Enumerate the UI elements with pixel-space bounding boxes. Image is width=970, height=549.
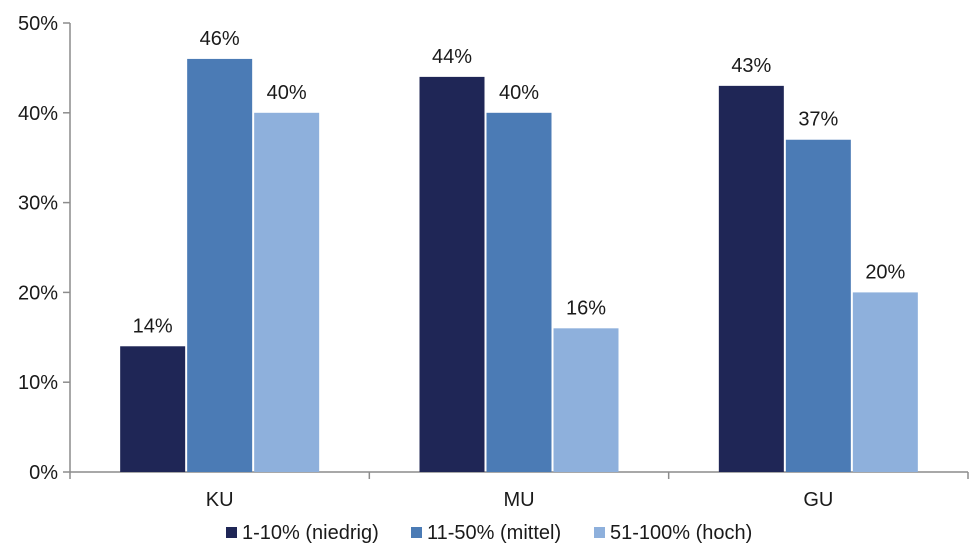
legend: 1-10% (niedrig) 11-50% (mittel) 51-100% (h… <box>226 522 752 544</box>
legend-label: 51-100% (hoch) <box>610 522 752 544</box>
data-label: 43% <box>731 55 771 77</box>
y-tick-label: 0% <box>29 462 58 484</box>
data-label: 14% <box>133 315 173 337</box>
data-label: 46% <box>200 28 240 50</box>
legend-label: 1-10% (niedrig) <box>242 522 379 544</box>
data-label: 40% <box>499 82 539 104</box>
data-labels: 14% 46% 40% 44% 40% 16% 43% 37% 20% <box>133 28 906 337</box>
data-label: 44% <box>432 46 472 68</box>
bar <box>718 85 784 473</box>
bar <box>553 328 619 472</box>
x-category-label: KU <box>206 489 234 511</box>
bars <box>120 58 918 473</box>
legend-swatch <box>594 527 605 538</box>
bar <box>254 112 320 473</box>
bar <box>120 346 186 472</box>
bar <box>187 58 253 473</box>
bar <box>419 76 485 472</box>
data-label: 20% <box>865 261 905 283</box>
data-label: 40% <box>267 82 307 104</box>
y-axis: 0% 10% 20% 30% 40% 50% <box>18 13 71 484</box>
x-axis: KU MU GU <box>69 471 969 511</box>
bar <box>785 139 851 473</box>
bar <box>486 112 552 473</box>
x-category-label: GU <box>803 489 833 511</box>
y-tick-label: 10% <box>18 372 58 394</box>
data-label: 37% <box>798 109 838 131</box>
y-tick-label: 30% <box>18 193 58 215</box>
legend-label: 11-50% (mittel) <box>427 522 561 544</box>
bar <box>852 292 918 472</box>
legend-swatch <box>411 527 422 538</box>
x-category-label: MU <box>503 489 534 511</box>
data-label: 16% <box>566 297 606 319</box>
legend-swatch <box>226 527 237 538</box>
y-tick-label: 50% <box>18 13 58 35</box>
y-tick-label: 40% <box>18 103 58 125</box>
y-tick-label: 20% <box>18 282 58 304</box>
